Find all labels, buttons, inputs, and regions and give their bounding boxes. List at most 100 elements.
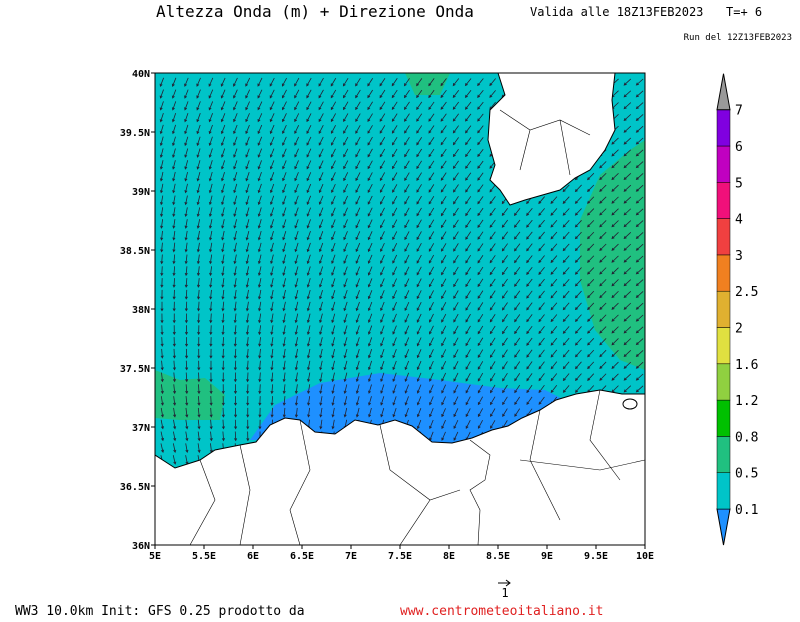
wave-arrow xyxy=(502,349,508,358)
wave-arrow xyxy=(380,254,385,264)
wave-arrow xyxy=(526,337,533,346)
wave-arrow xyxy=(635,137,644,145)
wave-arrow xyxy=(220,113,226,123)
wave-arrow xyxy=(184,160,189,170)
wave-arrow xyxy=(197,348,201,359)
wave-arrow xyxy=(477,349,484,358)
wave-arrow xyxy=(574,208,582,216)
wave-arrow xyxy=(196,230,200,241)
wave-arrow xyxy=(416,290,422,300)
wave-arrow xyxy=(208,160,213,170)
wave-arrow xyxy=(246,396,250,406)
wave-arrow xyxy=(574,267,582,275)
wave-arrow xyxy=(489,184,496,193)
wave-arrow xyxy=(173,396,177,406)
wave-arrow xyxy=(392,360,397,371)
wave-arrow xyxy=(623,90,632,98)
wave-arrow xyxy=(330,89,337,99)
wave-arrow xyxy=(258,337,262,347)
colorbar-label: 0.8 xyxy=(735,430,758,445)
wave-arrow xyxy=(599,231,607,240)
wave-arrow xyxy=(416,113,423,122)
wave-arrow xyxy=(623,255,632,263)
wave-arrow xyxy=(160,313,164,324)
wave-arrow xyxy=(343,160,349,170)
wave-arrow xyxy=(514,302,521,311)
wave-arrow xyxy=(330,77,337,87)
wave-arrow xyxy=(208,77,214,87)
wave-arrow xyxy=(306,160,312,170)
wave-arrow xyxy=(173,419,177,430)
wave-arrow xyxy=(514,231,521,240)
wave-arrow xyxy=(160,360,164,371)
wave-arrow xyxy=(355,266,361,276)
wave-arrow xyxy=(380,290,385,300)
wave-arrow xyxy=(209,407,213,418)
wave-arrow xyxy=(416,349,422,359)
wave-arrow xyxy=(197,372,201,383)
wave-arrow xyxy=(623,114,632,122)
wave-arrow xyxy=(635,373,644,381)
colorbar-band xyxy=(716,363,731,401)
wave-arrow xyxy=(599,172,607,181)
wave-arrow xyxy=(221,419,225,430)
wave-arrow xyxy=(355,384,360,394)
wave-arrow xyxy=(489,90,496,98)
wave-arrow xyxy=(367,266,373,276)
wave-arrow xyxy=(538,290,545,299)
wave-arrow xyxy=(404,396,409,406)
wave-arrow xyxy=(257,207,262,217)
wave-arrow xyxy=(221,207,225,217)
wave-arrow xyxy=(331,266,336,276)
wave-arrow xyxy=(245,289,249,300)
wave-arrow xyxy=(331,160,336,170)
wave-arrow xyxy=(440,148,447,158)
y-tick-label: 40N xyxy=(132,69,150,80)
wave-arrow xyxy=(343,407,348,418)
wave-arrow xyxy=(574,361,582,370)
wave-arrow xyxy=(221,325,225,336)
colorbar-band xyxy=(716,218,731,256)
wave-arrow xyxy=(526,384,533,394)
wave-arrow xyxy=(306,266,311,276)
colorbar-label: 1.2 xyxy=(735,394,758,409)
wave-arrow xyxy=(623,350,632,358)
wave-arrow xyxy=(441,290,447,300)
wave-arrow xyxy=(587,361,595,370)
wave-arrow xyxy=(196,89,201,99)
wave-arrow xyxy=(514,255,521,264)
wave-arrow xyxy=(331,407,335,418)
wave-arrow xyxy=(257,230,262,241)
wave-arrow xyxy=(172,266,176,277)
wave-arrow xyxy=(635,220,644,228)
wave-arrow xyxy=(380,301,385,312)
wave-arrow xyxy=(428,231,435,241)
wave-arrow xyxy=(599,302,607,311)
wave-arrow xyxy=(282,396,286,406)
wave-arrow xyxy=(294,337,299,347)
wave-arrow xyxy=(269,101,275,111)
wave-arrow xyxy=(367,195,373,205)
wave-arrow xyxy=(184,195,188,206)
wave-arrow xyxy=(404,301,410,312)
wave-arrow xyxy=(270,384,274,395)
wave-arrow xyxy=(391,78,398,87)
wave-arrow xyxy=(196,207,201,218)
wave-arrow xyxy=(611,314,619,322)
wave-arrow xyxy=(404,125,410,134)
wave-arrow xyxy=(453,243,459,252)
wave-arrow xyxy=(538,243,545,252)
wave-arrow xyxy=(465,408,471,418)
wave-arrow xyxy=(379,113,386,122)
wave-arrow xyxy=(343,254,348,264)
wave-arrow xyxy=(282,289,286,300)
wave-arrow xyxy=(574,326,582,334)
wave-arrow xyxy=(453,254,459,264)
wave-arrow xyxy=(245,348,250,359)
wave-arrow xyxy=(452,172,459,181)
wave-arrow xyxy=(428,89,435,99)
wave-arrow xyxy=(209,348,213,359)
wave-arrow xyxy=(587,208,595,216)
wave-arrow xyxy=(282,301,286,312)
wave-arrow xyxy=(208,136,213,147)
